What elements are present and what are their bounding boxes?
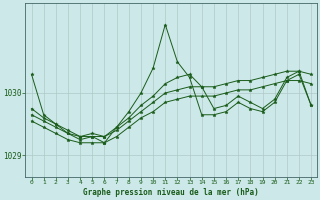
- X-axis label: Graphe pression niveau de la mer (hPa): Graphe pression niveau de la mer (hPa): [84, 188, 259, 197]
